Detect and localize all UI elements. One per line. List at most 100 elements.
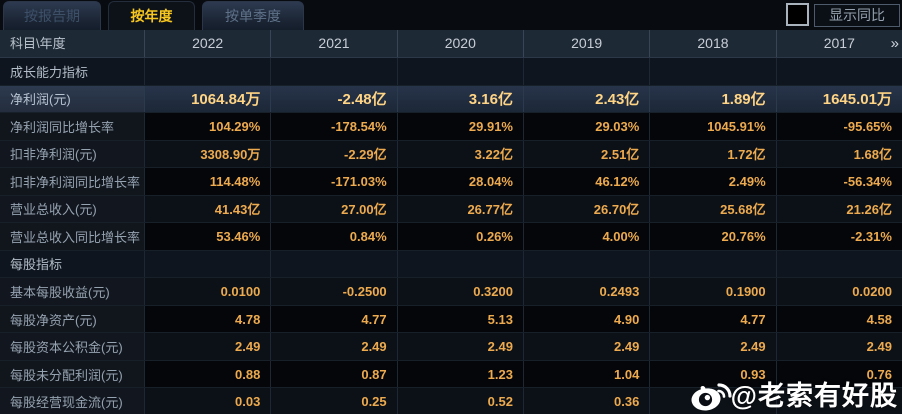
value-cell: 46.12% [522, 168, 649, 195]
value-cell [775, 250, 902, 278]
value-cell: 2.49 [522, 333, 649, 360]
row-label: 营业总收入(元) [0, 195, 144, 223]
table-row[interactable]: 扣非净利润(元) 3308.90万 -2.29亿 3.22亿 2.51亿 1.72亿 1.6… [0, 139, 902, 168]
show-yoy-checkbox[interactable] [786, 3, 809, 26]
value-cell: 53.46% [144, 223, 270, 250]
year-label: 2022 [192, 35, 224, 51]
value-cell: 20.76% [649, 223, 775, 250]
value-cell: -171.03% [270, 168, 396, 195]
table-row[interactable]: 基本每股收益(元) 0.0100 -0.2500 0.3200 0.2493 0.1900… [0, 277, 902, 305]
value-cell: 0.3200 [396, 278, 523, 305]
table-row[interactable]: 每股资本公积金(元) 2.49 2.49 2.49 2.49 2.49 2.49 [0, 332, 902, 360]
row-label: 每股经营现金流(元) [0, 388, 144, 414]
table-row[interactable]: 每股净资产(元) 4.78 4.77 5.13 4.90 4.77 4.58 [0, 304, 902, 333]
table-row[interactable]: 每股未分配利润(元) 0.88 0.87 1.23 1.04 0.93 0.76 [0, 359, 902, 388]
value-cell: 104.29% [144, 113, 270, 140]
value-cell: 28.04% [396, 168, 523, 195]
table-body: 成长能力指标 净利润(元) 1064.84万 -2.48亿 3.16亿 2.43亿 1.89… [0, 58, 902, 414]
value-cell: 2.49 [649, 333, 775, 360]
row-label: 每股净资产(元) [0, 305, 144, 333]
value-cell: 3.16亿 [396, 85, 523, 113]
value-cell: 29.03% [522, 113, 649, 140]
value-cell: 1.68亿 [775, 140, 902, 168]
value-cell [270, 58, 396, 85]
value-cell: 0.2493 [522, 278, 649, 305]
table-row[interactable]: 净利润(元) 1064.84万 -2.48亿 3.16亿 2.43亿 1.89亿 1645.… [0, 84, 902, 113]
value-cell: 0.84% [270, 223, 396, 250]
value-cell: 2.43亿 [522, 85, 649, 113]
year-column-header: 2019 [522, 30, 649, 57]
value-cell [396, 58, 523, 85]
tab-by-report-period[interactable]: 按报告期 [3, 1, 101, 30]
table-row[interactable]: 扣非净利润同比增长率 114.48% -171.03% 28.04% 46.12% 2.4… [0, 167, 902, 195]
row-label: 扣非净利润(元) [0, 140, 144, 168]
value-cell: 1.04 [522, 360, 649, 388]
value-cell: 0.1900 [649, 278, 775, 305]
value-cell: 2.49 [270, 333, 396, 360]
value-cell [144, 250, 270, 278]
table-row[interactable]: 营业总收入(元) 41.43亿 27.00亿 26.77亿 26.70亿 25.68亿 21… [0, 194, 902, 223]
value-cell: 1645.01万 [775, 85, 902, 113]
tab-by-single-quarter[interactable]: 按单季度 [202, 1, 304, 30]
value-cell: 27.00亿 [270, 195, 396, 223]
value-cell [649, 388, 775, 414]
value-cell: 5.13 [396, 305, 523, 333]
value-cell: 4.00% [522, 223, 649, 250]
value-cell [649, 250, 775, 278]
value-cell [649, 58, 775, 85]
value-cell: 4.58 [775, 305, 902, 333]
value-cell: 2.49% [649, 168, 775, 195]
value-cell [775, 58, 902, 85]
table-header-row: 科目\年度 2022 2021 2020 2019 2018 2017 » [0, 30, 902, 58]
section-row: 成长能力指标 [0, 58, 902, 85]
value-cell: 4.77 [270, 305, 396, 333]
table-row[interactable]: 净利润同比增长率 104.29% -178.54% 29.91% 29.03% 1045.… [0, 112, 902, 140]
value-cell: -95.65% [775, 113, 902, 140]
show-yoy-button[interactable]: 显示同比 [814, 4, 900, 27]
value-cell: 4.77 [649, 305, 775, 333]
more-columns-icon[interactable]: » [890, 35, 899, 52]
value-cell [775, 388, 902, 414]
row-label: 每股未分配利润(元) [0, 360, 144, 388]
value-cell: 4.78 [144, 305, 270, 333]
value-cell: 0.26% [396, 223, 523, 250]
value-cell [522, 250, 649, 278]
year-column-header: 2021 [270, 30, 396, 57]
value-cell: 0.76 [775, 360, 902, 388]
value-cell: -178.54% [270, 113, 396, 140]
table-row[interactable]: 营业总收入同比增长率 53.46% 0.84% 0.26% 4.00% 20.76% -2.… [0, 222, 902, 250]
table-row[interactable]: 每股经营现金流(元) 0.03 0.25 0.52 0.36 [0, 387, 902, 414]
year-label: 2021 [318, 35, 350, 51]
value-cell: 21.26亿 [775, 195, 902, 223]
value-cell: 0.93 [649, 360, 775, 388]
year-column-header: 2018 [649, 30, 775, 57]
value-cell [270, 250, 396, 278]
value-cell: 1045.91% [649, 113, 775, 140]
row-label: 基本每股收益(元) [0, 278, 144, 305]
tab-by-year[interactable]: 按年度 [108, 1, 195, 30]
row-label: 扣非净利润同比增长率 [0, 168, 144, 195]
row-label: 每股指标 [10, 257, 63, 273]
value-cell: 2.49 [775, 333, 902, 360]
value-cell: 114.48% [144, 168, 270, 195]
value-cell: -56.34% [775, 168, 902, 195]
year-column-header: 2020 [396, 30, 523, 57]
year-label: 2019 [571, 35, 603, 51]
year-label: 2020 [444, 35, 476, 51]
value-cell: 3.22亿 [396, 140, 523, 168]
corner-header: 科目\年度 [10, 36, 66, 51]
value-cell: 26.77亿 [396, 195, 523, 223]
row-label: 净利润(元) [0, 86, 144, 113]
value-cell: 0.87 [270, 360, 396, 388]
year-label: 2017 [823, 35, 855, 51]
value-cell: 0.52 [396, 388, 523, 414]
year-column-header: 2017 » [775, 30, 902, 57]
value-cell: 29.91% [396, 113, 523, 140]
value-cell: 1.23 [396, 360, 523, 388]
value-cell: -2.48亿 [270, 85, 396, 113]
year-label: 2018 [697, 35, 729, 51]
value-cell: 0.36 [522, 388, 649, 414]
tab-bar: 按报告期 按年度 按单季度 显示同比 [0, 0, 902, 30]
value-cell [396, 250, 523, 278]
value-cell: 25.68亿 [649, 195, 775, 223]
